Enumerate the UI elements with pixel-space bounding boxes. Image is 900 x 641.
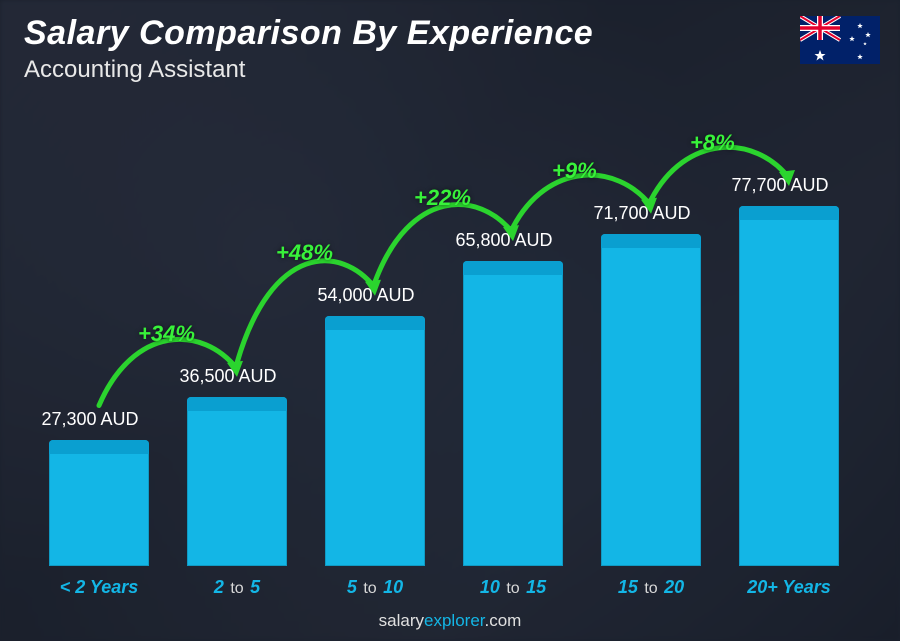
- x-axis-label: 10 to 15: [444, 577, 582, 598]
- x-axis-label: 15 to 20: [582, 577, 720, 598]
- x-axis-label: 20+ Years: [720, 577, 858, 598]
- x-axis-label: 2 to 5: [168, 577, 306, 598]
- footer-prefix: salary: [379, 611, 424, 630]
- australia-flag-icon: [800, 16, 880, 64]
- x-axis-label: 5 to 10: [306, 577, 444, 598]
- chart-subtitle: Accounting Assistant: [24, 56, 245, 84]
- x-axis-label: < 2 Years: [30, 577, 168, 598]
- infographic-container: Salary Comparison By Experience Accounti…: [0, 0, 900, 641]
- chart-title: Salary Comparison By Experience: [24, 14, 593, 53]
- footer-attribution: salaryexplorer.com: [0, 611, 900, 631]
- percent-increase-label: +8%: [690, 130, 735, 156]
- footer-accent: explorer: [424, 611, 484, 630]
- increase-arrow-icon: [30, 100, 860, 566]
- footer-suffix: .com: [485, 611, 522, 630]
- bar-chart: 27,300 AUD< 2 Years36,500 AUD2 to 554,00…: [30, 100, 860, 566]
